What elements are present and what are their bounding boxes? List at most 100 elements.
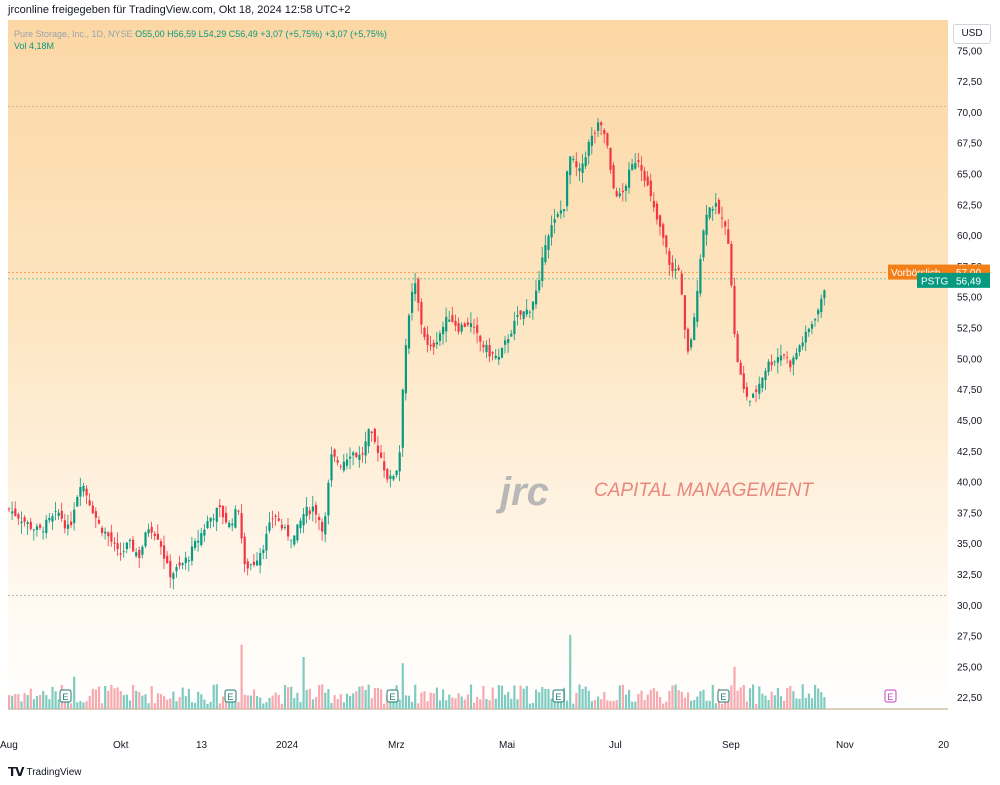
candle-body: [730, 243, 733, 286]
legend-high: H56,59: [167, 29, 197, 39]
time-tick-label: Sep: [722, 740, 740, 751]
candle-body: [138, 549, 141, 558]
volume-bar: [677, 690, 680, 709]
candle-body: [699, 258, 702, 294]
volume-bar: [519, 685, 522, 709]
time-tick-label: Mai: [499, 740, 515, 751]
volume-bar: [792, 691, 795, 709]
candle-body: [373, 428, 376, 442]
volume-bar: [476, 696, 479, 709]
volume-bar: [262, 703, 265, 709]
volume-bar: [135, 690, 138, 709]
earnings-marker[interactable]: E: [552, 689, 565, 703]
price-tick-label: 75,00: [957, 46, 982, 57]
volume-bar: [178, 697, 181, 709]
price-axis[interactable]: [948, 20, 1000, 710]
candle-body: [451, 315, 454, 322]
candle-body: [562, 209, 566, 212]
candle-body: [318, 517, 321, 521]
earnings-marker-box: [552, 689, 565, 703]
candle-body: [578, 168, 581, 172]
candle-body: [166, 555, 169, 564]
candle-body: [314, 504, 318, 515]
volume-bar: [631, 701, 634, 709]
candle-body: [150, 526, 153, 533]
earnings-marker[interactable]: E: [59, 689, 72, 703]
candle-body: [336, 460, 339, 463]
candle-body: [674, 269, 677, 271]
watermark-text: CAPITAL MANAGEMENT: [594, 480, 814, 501]
price-tick-label: 25,00: [957, 662, 982, 673]
candle-body: [733, 285, 736, 335]
candle-body: [466, 322, 469, 325]
volume-bar: [234, 701, 237, 709]
volume-bar: [634, 701, 637, 709]
candle-body: [197, 540, 200, 543]
candle-body: [807, 329, 810, 332]
volume-bar: [246, 695, 249, 709]
candle-body: [321, 521, 324, 532]
candle-body: [522, 311, 525, 319]
volume-bar: [352, 693, 355, 709]
volume-bar: [113, 688, 116, 709]
candle-body: [460, 324, 463, 332]
candle-body: [618, 193, 621, 197]
volume-bar: [500, 685, 504, 709]
candle-body: [17, 514, 20, 519]
candle-body: [621, 190, 624, 193]
volume-bar: [814, 684, 817, 709]
candle-body: [94, 511, 97, 518]
volume-bar: [454, 698, 457, 709]
candle-body: [773, 361, 776, 363]
candle-body: [634, 162, 637, 169]
volume-bar: [507, 691, 510, 709]
volume-bar: [457, 693, 460, 709]
candle-body: [339, 466, 342, 467]
tradingview-brand[interactable]: 𝗧𝗩 TradingView: [8, 765, 82, 779]
candle-body: [293, 535, 296, 545]
volume-bar: [110, 684, 113, 709]
candle-body: [736, 334, 739, 362]
currency-button[interactable]: USD: [953, 24, 991, 44]
volume-bar: [132, 684, 135, 709]
candle-body: [404, 345, 407, 394]
candle-body: [246, 561, 249, 569]
volume-bar: [761, 693, 764, 709]
volume-bar: [783, 700, 786, 709]
volume-bar: [82, 702, 85, 709]
candle-body: [333, 449, 336, 457]
volume-bar: [153, 703, 156, 709]
candle-body: [392, 475, 395, 480]
volume-bar: [758, 686, 761, 709]
tradingview-logo-icon: 𝗧𝗩: [8, 765, 25, 779]
earnings-marker[interactable]: E: [884, 689, 897, 703]
candle-body: [104, 531, 107, 534]
earnings-marker-label: E: [62, 692, 68, 702]
candle-body: [200, 533, 203, 546]
candle-body: [380, 452, 383, 458]
candle-body: [42, 531, 45, 533]
candle-body: [535, 290, 538, 305]
volume-bar: [256, 696, 259, 709]
volume-bar: [339, 694, 342, 709]
candle-body: [587, 142, 590, 156]
candle-body: [668, 251, 671, 265]
earnings-marker[interactable]: E: [717, 689, 730, 703]
volume-bar: [525, 685, 528, 709]
candle-body: [311, 506, 314, 512]
earnings-marker[interactable]: E: [386, 689, 399, 703]
volume-bar: [541, 687, 544, 709]
price-tick-label: 70,00: [957, 108, 982, 119]
volume-bar: [779, 696, 783, 709]
candle-body: [426, 334, 429, 345]
candle-body: [342, 461, 345, 471]
earnings-marker[interactable]: E: [224, 689, 237, 703]
volume-bar: [184, 696, 187, 709]
candle-body: [435, 342, 438, 345]
earnings-marker-box: [59, 689, 72, 703]
volume-bar: [494, 698, 497, 709]
legend-close: C56,49: [228, 29, 258, 39]
volume-bar: [423, 691, 426, 709]
price-tick-label: 40,00: [957, 478, 982, 489]
time-axis[interactable]: [0, 710, 1000, 760]
